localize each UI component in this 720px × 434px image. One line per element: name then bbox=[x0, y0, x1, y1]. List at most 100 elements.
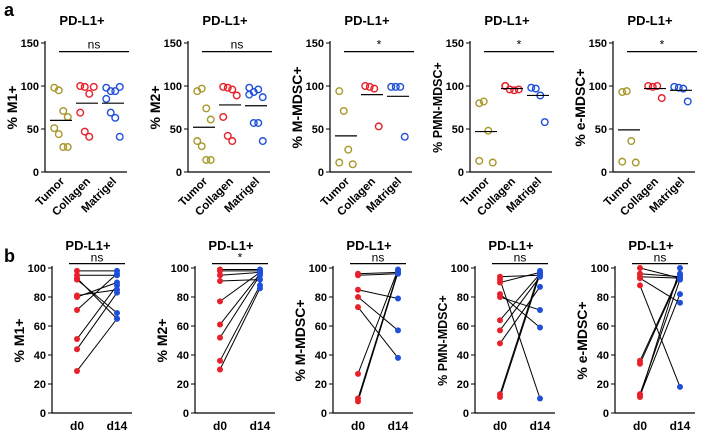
panel-label-a: a bbox=[4, 0, 15, 20]
data-point-collagen bbox=[514, 85, 523, 94]
data-point-tumor bbox=[618, 88, 627, 97]
data-point-matrigel bbox=[249, 118, 258, 127]
data-point-collagen bbox=[76, 108, 85, 117]
data-point-tumor bbox=[622, 87, 631, 96]
data-point-d14 bbox=[114, 315, 120, 322]
data-point-collagen bbox=[219, 82, 228, 91]
chart-b-3: PD-L1+ 0 20 40 60 80 100 % M-MDSC+ ns d0 d14 bbox=[292, 238, 413, 433]
data-point-d0 bbox=[355, 294, 361, 300]
data-point-matrigel bbox=[115, 82, 124, 91]
data-point-tumor bbox=[202, 104, 211, 113]
pair-line bbox=[639, 293, 681, 396]
pair-line bbox=[639, 277, 681, 304]
data-point-d0 bbox=[497, 340, 503, 347]
data-point-tumor bbox=[475, 156, 484, 165]
data-point-d14 bbox=[257, 285, 263, 292]
data-point-collagen bbox=[76, 81, 85, 90]
y-tick-label: 50 bbox=[595, 124, 607, 136]
data-point-collagen bbox=[85, 132, 94, 141]
pair-line bbox=[76, 292, 118, 350]
data-point-d14 bbox=[114, 282, 120, 289]
data-point-d0 bbox=[74, 276, 80, 283]
data-point-matrigel bbox=[102, 83, 111, 92]
significance-label: ns bbox=[372, 251, 385, 265]
x-tick-label: d14 bbox=[388, 419, 409, 433]
chart-title: PD-L1+ bbox=[65, 238, 111, 253]
data-point-collagen bbox=[228, 85, 237, 94]
pair-line bbox=[639, 267, 681, 398]
data-point-collagen bbox=[361, 81, 370, 90]
data-point-matrigel bbox=[531, 84, 540, 93]
data-point-tumor bbox=[206, 155, 215, 164]
y-tick-label: 40 bbox=[34, 350, 46, 362]
significance-label: ns bbox=[91, 251, 104, 265]
data-point-d14 bbox=[677, 383, 683, 390]
data-point-collagen bbox=[510, 86, 519, 95]
data-point-d0 bbox=[355, 286, 361, 293]
chart-title: PD-L1+ bbox=[208, 238, 254, 253]
data-point-d0 bbox=[637, 275, 643, 282]
y-tick-label: 100 bbox=[28, 263, 46, 275]
data-point-d14 bbox=[114, 270, 120, 277]
y-tick-label: 100 bbox=[451, 263, 469, 275]
data-point-collagen bbox=[501, 81, 510, 90]
data-point-tumor bbox=[202, 155, 211, 164]
y-tick-label: 100 bbox=[309, 263, 327, 275]
data-point-matrigel bbox=[683, 97, 692, 106]
data-point-d0 bbox=[217, 357, 223, 364]
chart-title: PD-L1+ bbox=[628, 238, 674, 253]
significance-label: ns bbox=[654, 251, 667, 265]
panel-label-b: b bbox=[4, 246, 15, 266]
data-point-d0 bbox=[355, 398, 361, 405]
y-tick-label: 80 bbox=[597, 292, 609, 304]
y-axis-label: % M-MDSC+ bbox=[292, 299, 308, 381]
y-tick-label: 0 bbox=[601, 167, 607, 179]
data-point-d0 bbox=[637, 394, 643, 401]
data-point-d0 bbox=[355, 370, 361, 377]
significance-label: * bbox=[238, 251, 243, 265]
data-point-matrigel bbox=[106, 108, 115, 117]
y-tick-label: 50 bbox=[312, 124, 324, 136]
data-point-d0 bbox=[637, 360, 643, 367]
chart-title: PD-L1+ bbox=[346, 238, 392, 253]
y-tick-label: 20 bbox=[34, 379, 46, 391]
data-point-d0 bbox=[217, 278, 223, 285]
y-tick-label: 40 bbox=[315, 350, 327, 362]
chart-title: PD-L1+ bbox=[627, 13, 673, 28]
chart-title: PD-L1+ bbox=[59, 13, 105, 28]
pair-line bbox=[499, 273, 541, 398]
x-tick-label: d0 bbox=[493, 419, 507, 433]
x-tick-label: d0 bbox=[633, 419, 647, 433]
y-axis-label: % M-MDSC+ bbox=[289, 66, 305, 148]
data-point-matrigel bbox=[106, 87, 115, 96]
x-tick-label: d0 bbox=[213, 419, 227, 433]
data-point-d14 bbox=[395, 327, 401, 334]
data-point-d14 bbox=[537, 395, 543, 402]
y-tick-label: 40 bbox=[597, 350, 609, 362]
y-axis-label: % e-MDSC+ bbox=[574, 301, 590, 379]
pair-line bbox=[357, 296, 399, 331]
data-point-matrigel bbox=[540, 118, 549, 127]
pair-line bbox=[357, 269, 399, 375]
y-tick-label: 60 bbox=[177, 321, 189, 333]
y-tick-label: 80 bbox=[315, 292, 327, 304]
data-point-collagen bbox=[219, 112, 228, 121]
y-tick-label: 50 bbox=[170, 124, 182, 136]
data-point-d14 bbox=[114, 309, 120, 316]
data-point-d14 bbox=[677, 299, 683, 306]
pair-line bbox=[357, 271, 399, 275]
data-point-collagen bbox=[370, 84, 379, 93]
x-tick-label: d14 bbox=[250, 419, 271, 433]
y-tick-label: 60 bbox=[34, 321, 46, 333]
y-tick-label: 0 bbox=[321, 408, 327, 420]
pair-line bbox=[219, 285, 261, 362]
data-point-d14 bbox=[537, 324, 543, 331]
data-point-tumor bbox=[54, 86, 63, 95]
y-tick-label: 100 bbox=[171, 263, 189, 275]
chart-b-4: PD-L1+ 0 20 40 60 80 100 % PMN-MDSC+ ns d0 d14 bbox=[436, 238, 555, 433]
data-point-d14 bbox=[537, 270, 543, 277]
y-axis-label: % M2+ bbox=[154, 319, 170, 363]
